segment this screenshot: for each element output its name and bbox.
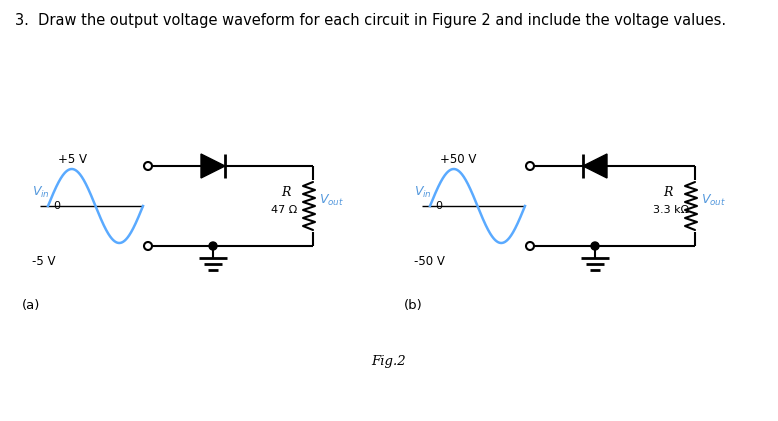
Text: Fig.2: Fig.2: [372, 354, 406, 368]
Circle shape: [144, 162, 152, 170]
Text: $V_{out}$: $V_{out}$: [701, 192, 726, 208]
Text: R: R: [281, 186, 290, 198]
Text: 0: 0: [435, 201, 442, 211]
Text: $V_{in}$: $V_{in}$: [32, 185, 50, 200]
Text: -50 V: -50 V: [414, 255, 445, 268]
Circle shape: [526, 242, 534, 250]
Circle shape: [526, 162, 534, 170]
Text: (a): (a): [22, 299, 40, 312]
Polygon shape: [201, 154, 225, 178]
Text: $V_{out}$: $V_{out}$: [319, 192, 344, 208]
Text: 47 Ω: 47 Ω: [271, 205, 297, 215]
Text: +50 V: +50 V: [440, 153, 476, 166]
Text: R: R: [663, 186, 672, 198]
Text: (b): (b): [404, 299, 422, 312]
Text: -5 V: -5 V: [32, 255, 55, 268]
Circle shape: [209, 242, 217, 250]
Text: 3.  Draw the output voltage waveform for each circuit in Figure 2 and include th: 3. Draw the output voltage waveform for …: [15, 13, 726, 28]
Text: 0: 0: [53, 201, 60, 211]
Polygon shape: [583, 154, 607, 178]
Text: +5 V: +5 V: [58, 153, 87, 166]
Circle shape: [144, 242, 152, 250]
Text: $V_{in}$: $V_{in}$: [414, 185, 432, 200]
Text: 3.3 kΩ: 3.3 kΩ: [653, 205, 689, 215]
Circle shape: [591, 242, 599, 250]
